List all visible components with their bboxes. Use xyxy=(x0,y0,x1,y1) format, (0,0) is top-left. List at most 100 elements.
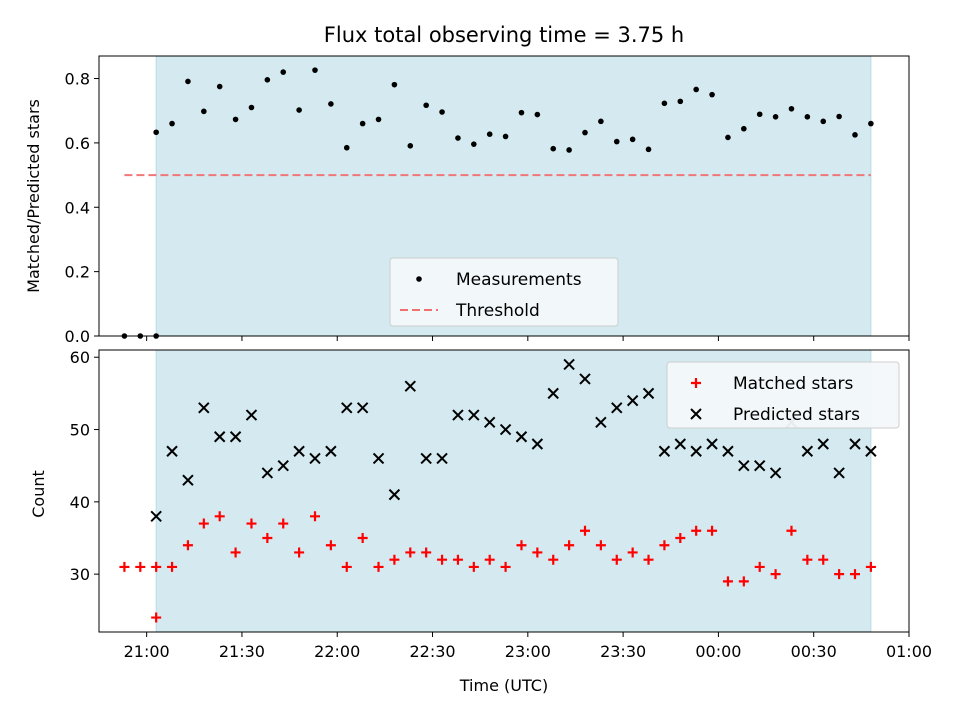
matched-point xyxy=(294,547,305,558)
matched-point xyxy=(516,540,527,551)
x-tick-label: 23:00 xyxy=(505,642,551,661)
predicted-point xyxy=(611,402,623,414)
matched-point xyxy=(135,561,146,572)
predicted-point xyxy=(626,394,639,407)
y-tick-label: 40 xyxy=(70,493,90,512)
y-tick-label: 30 xyxy=(70,565,90,584)
measurement-point xyxy=(407,142,414,149)
matched-point xyxy=(707,525,718,536)
legend-label: Predicted stars xyxy=(733,405,860,425)
measurement-point xyxy=(216,83,223,90)
predicted-point xyxy=(801,445,814,457)
measurement-point xyxy=(550,145,557,152)
measurement-point xyxy=(677,98,684,105)
matched-point xyxy=(325,540,336,551)
measurement-point xyxy=(693,86,699,93)
legend-box xyxy=(666,361,900,429)
matched-point xyxy=(421,547,432,558)
matched-point xyxy=(802,554,813,565)
measurement-point xyxy=(518,109,525,116)
matched-point xyxy=(500,561,511,572)
legend-x-icon xyxy=(690,408,702,420)
predicted-point xyxy=(658,445,671,457)
predicted-point xyxy=(309,452,321,465)
matched-point xyxy=(198,518,209,529)
measurement-point xyxy=(820,118,827,125)
x-tick-label: 00:30 xyxy=(791,642,837,661)
measurement-point xyxy=(741,125,747,132)
measurement-point xyxy=(391,81,398,88)
predicted-point xyxy=(468,409,480,421)
predicted-point xyxy=(849,438,861,450)
measurement-point xyxy=(709,91,715,98)
measurement-point xyxy=(756,111,763,118)
measurement-point xyxy=(598,118,604,125)
matched-point xyxy=(119,561,130,572)
matched-point xyxy=(738,576,749,587)
matched-point xyxy=(437,554,448,565)
predicted-point xyxy=(388,488,401,501)
y-tick-label: 0.6 xyxy=(65,134,90,153)
predicted-point xyxy=(531,438,544,450)
predicted-point xyxy=(293,445,305,457)
measurement-point xyxy=(566,147,572,153)
measurement-point xyxy=(502,133,509,140)
matched-point xyxy=(405,547,416,558)
matched-point xyxy=(357,533,368,543)
matched-point xyxy=(548,554,559,565)
x-tick-label: 21:30 xyxy=(219,642,265,661)
matched-point xyxy=(834,569,845,580)
predicted-point xyxy=(198,402,210,414)
measurement-point xyxy=(836,113,842,120)
y-tick-label: 50 xyxy=(70,421,90,440)
x-tick-label: 00:00 xyxy=(695,642,741,661)
matched-point xyxy=(151,612,162,623)
predicted-point xyxy=(436,452,448,465)
predicted-point xyxy=(404,380,417,392)
top-panel: 0.0 0.2 0.4 0.6 0.8 Measurements Threshold xyxy=(65,55,910,346)
x-tick-label: 21:00 xyxy=(124,642,170,661)
matched-point xyxy=(818,554,829,565)
measurement-point xyxy=(788,105,795,112)
measurement-point xyxy=(375,116,382,123)
matched-point xyxy=(850,569,860,580)
predicted-point xyxy=(642,387,655,400)
predicted-point xyxy=(547,387,559,400)
predicted-point xyxy=(738,459,750,472)
measurement-point xyxy=(613,138,620,145)
predicted-point xyxy=(579,373,591,385)
matched-point xyxy=(564,540,575,551)
matched-point xyxy=(580,525,590,536)
legend-label: Matched stars xyxy=(733,374,853,394)
matched-point xyxy=(214,511,225,522)
matched-point xyxy=(151,561,162,572)
matched-point xyxy=(675,533,686,543)
measurement-point xyxy=(185,78,191,85)
matched-point xyxy=(167,561,178,572)
matched-point xyxy=(262,533,273,543)
matched-point xyxy=(246,518,257,529)
predicted-point xyxy=(515,431,528,443)
predicted-point xyxy=(753,459,766,472)
measurement-point xyxy=(328,101,334,107)
matched-point xyxy=(484,554,495,565)
measurement-point xyxy=(280,69,287,75)
matched-point xyxy=(389,554,400,565)
matched-point xyxy=(595,540,606,551)
predicted-point xyxy=(595,416,607,429)
x-tick-label: 22:00 xyxy=(314,642,360,661)
predicted-point xyxy=(690,445,702,457)
matched-point xyxy=(659,540,670,551)
measurement-point xyxy=(725,134,731,141)
x-tick-label: 22:30 xyxy=(409,642,455,661)
matched-point xyxy=(754,561,765,572)
measurement-point xyxy=(645,146,652,153)
measurement-point xyxy=(359,120,366,127)
measurement-point xyxy=(534,111,541,118)
matched-point xyxy=(452,554,463,565)
measurement-point xyxy=(201,108,207,115)
matched-point xyxy=(341,561,352,572)
matched-point xyxy=(468,561,479,572)
matched-point xyxy=(643,554,654,565)
predicted-point xyxy=(769,467,782,479)
